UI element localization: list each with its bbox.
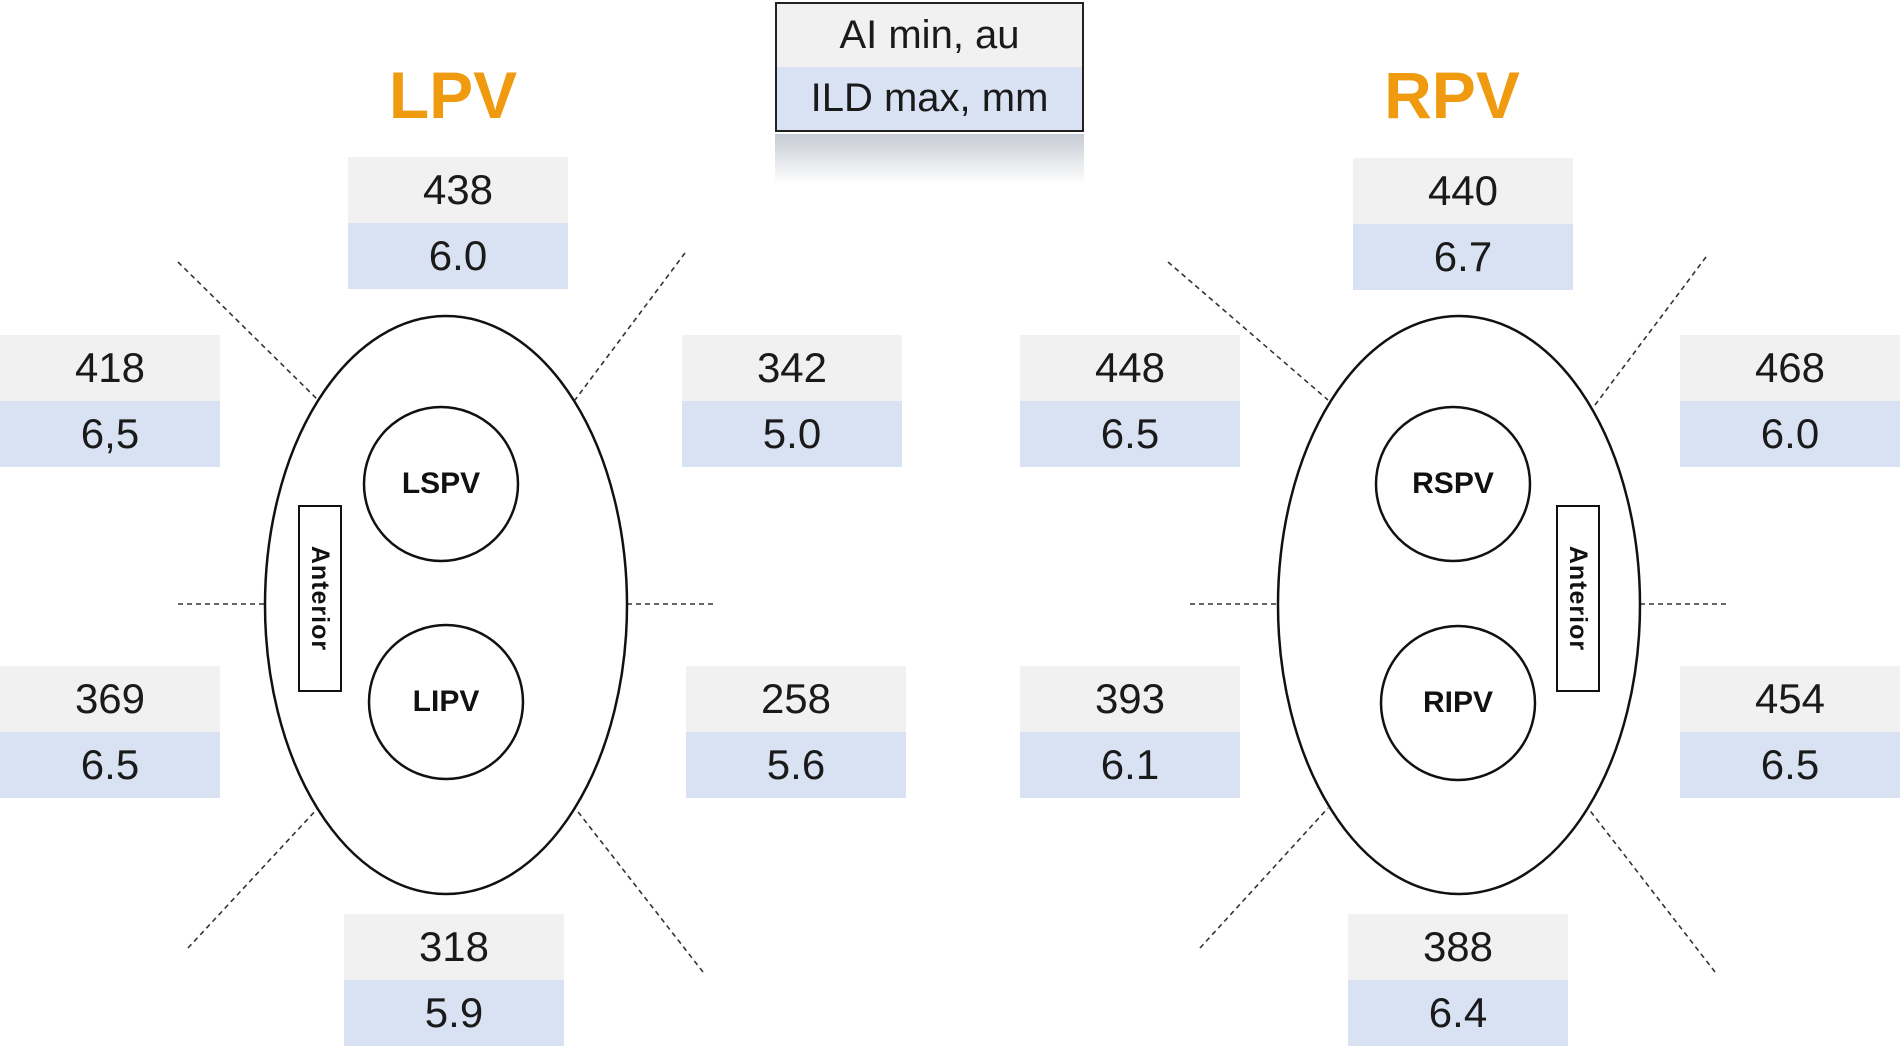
ai-value: 342 xyxy=(682,335,902,401)
lipv-label: LIPV xyxy=(412,685,480,718)
ai-value: 418 xyxy=(0,335,220,401)
ild-value: 6.0 xyxy=(348,223,568,289)
left-sector-lines xyxy=(177,252,715,973)
lpv-sector-lower-right: 258 5.6 xyxy=(686,666,906,798)
ai-value: 388 xyxy=(1348,914,1568,980)
ai-value: 438 xyxy=(348,157,568,223)
lpv-sector-upper-right: 342 5.0 xyxy=(682,335,902,467)
lpv-sector-top: 438 6.0 xyxy=(348,157,568,289)
lspv-circle xyxy=(362,405,520,563)
ripv-circle xyxy=(1379,624,1537,782)
legend-ai-label: AI min, au xyxy=(777,4,1082,67)
ild-value: 6.0 xyxy=(1680,401,1900,467)
right-atrium-outline xyxy=(1276,314,1642,896)
ild-value: 6.5 xyxy=(1680,732,1900,798)
rpv-title: RPV xyxy=(1384,58,1520,132)
legend-shadow xyxy=(775,134,1084,184)
ild-value: 6,5 xyxy=(0,401,220,467)
rpv-sector-upper-right: 468 6.0 xyxy=(1680,335,1900,467)
legend: AI min, au ILD max, mm xyxy=(775,2,1084,132)
ai-value: 468 xyxy=(1680,335,1900,401)
ai-value: 258 xyxy=(686,666,906,732)
ai-value: 369 xyxy=(0,666,220,732)
rpv-sector-upper-left: 448 6.5 xyxy=(1020,335,1240,467)
right-sector-lines xyxy=(1167,256,1727,973)
left-line-upper-left xyxy=(177,261,319,401)
rpv-sector-bottom: 388 6.4 xyxy=(1348,914,1568,1046)
left-atrium-outline xyxy=(263,314,629,896)
lpv-title: LPV xyxy=(388,58,518,132)
rpv-sector-lower-right: 454 6.5 xyxy=(1680,666,1900,798)
lipv-circle xyxy=(367,623,525,781)
ild-value: 6.5 xyxy=(1020,401,1240,467)
ild-value: 5.9 xyxy=(344,980,564,1046)
lpv-sector-bottom: 318 5.9 xyxy=(344,914,564,1046)
ild-value: 6.7 xyxy=(1353,224,1573,290)
rpv-sector-lower-left: 393 6.1 xyxy=(1020,666,1240,798)
ild-value: 6.1 xyxy=(1020,732,1240,798)
ild-value: 5.0 xyxy=(682,401,902,467)
lpv-anterior-label: Anterior xyxy=(306,545,335,652)
right-line-lower-left xyxy=(1199,807,1329,949)
ai-value: 454 xyxy=(1680,666,1900,732)
rpv-anterior-marker: Anterior xyxy=(1556,505,1600,692)
rspv-circle xyxy=(1374,405,1532,563)
right-line-lower-right xyxy=(1587,807,1716,973)
ai-value: 448 xyxy=(1020,335,1240,401)
left-line-lower-right xyxy=(574,807,704,973)
rpv-anterior-label: Anterior xyxy=(1564,545,1593,652)
lpv-sector-lower-left: 369 6.5 xyxy=(0,666,220,798)
ild-value: 6.4 xyxy=(1348,980,1568,1046)
lspv-label: LSPV xyxy=(401,467,481,500)
rspv-label: RSPV xyxy=(1412,467,1494,500)
legend-ild-label: ILD max, mm xyxy=(777,67,1082,130)
rpv-sector-top: 440 6.7 xyxy=(1353,158,1573,290)
lpv-sector-upper-left: 418 6,5 xyxy=(0,335,220,467)
ild-value: 6.5 xyxy=(0,732,220,798)
ai-value: 393 xyxy=(1020,666,1240,732)
ai-value: 440 xyxy=(1353,158,1573,224)
left-line-upper-right xyxy=(574,252,686,401)
ripv-label: RIPV xyxy=(1422,686,1494,719)
left-line-lower-left xyxy=(187,807,319,949)
right-line-upper-right xyxy=(1594,256,1707,406)
lpv-anterior-marker: Anterior xyxy=(298,505,342,692)
ai-value: 318 xyxy=(344,914,564,980)
ild-value: 5.6 xyxy=(686,732,906,798)
